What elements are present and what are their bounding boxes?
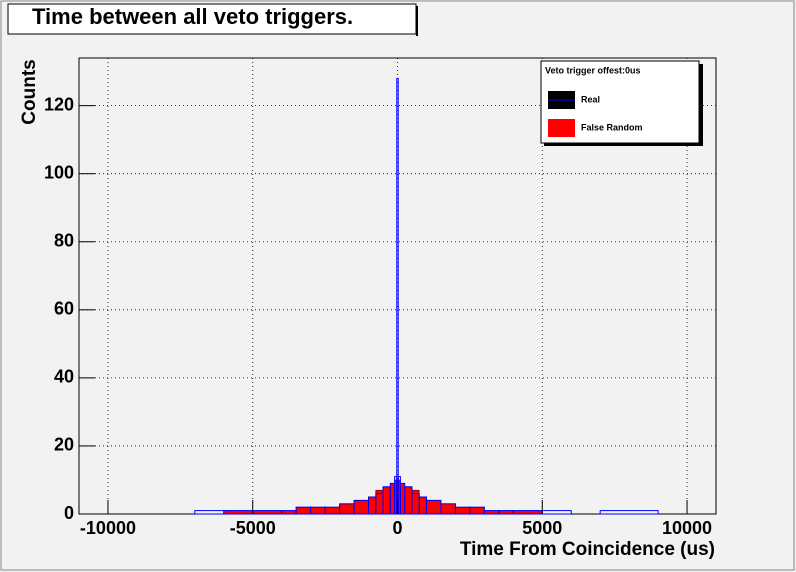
histogram-bar bbox=[599, 510, 659, 515]
plot-area bbox=[79, 58, 716, 515]
histogram-bar bbox=[400, 483, 405, 515]
legend-label: False Random bbox=[581, 122, 643, 132]
y-tick-label: 20 bbox=[54, 435, 74, 455]
histogram-bar bbox=[295, 506, 311, 515]
y-tick-label: 100 bbox=[44, 162, 74, 182]
histogram-bar bbox=[310, 506, 326, 515]
x-tick-label: -5000 bbox=[230, 518, 276, 538]
histogram-bar bbox=[404, 486, 413, 515]
histogram-bar bbox=[382, 486, 391, 515]
legend-label: Real bbox=[581, 94, 600, 104]
title-box bbox=[7, 3, 417, 35]
legend-title: Veto trigger offest:0us bbox=[545, 65, 641, 75]
histogram-bar bbox=[455, 506, 471, 515]
histogram-bar bbox=[281, 510, 297, 515]
x-axis-title: Time From Coincidence (us) bbox=[460, 539, 715, 560]
histogram-bar bbox=[353, 500, 369, 515]
histogram-bar bbox=[252, 510, 282, 515]
histogram-bar bbox=[223, 510, 253, 515]
x-tick-label: 0 bbox=[392, 518, 402, 538]
histogram-bar bbox=[484, 510, 500, 515]
x-tick-label: -10000 bbox=[80, 518, 136, 538]
chart-title: Time between all veto triggers. bbox=[32, 4, 353, 29]
y-tick-label: 120 bbox=[44, 94, 74, 114]
x-tick-label: 10000 bbox=[662, 518, 712, 538]
y-tick-label: 80 bbox=[54, 231, 74, 251]
histogram-bar bbox=[368, 496, 377, 515]
y-tick-label: 60 bbox=[54, 299, 74, 319]
histogram-bar bbox=[513, 510, 543, 515]
histogram-bar bbox=[324, 506, 340, 515]
histogram-bar bbox=[498, 510, 514, 515]
x-tick-label: 5000 bbox=[522, 518, 562, 538]
y-tick-label: 40 bbox=[54, 367, 74, 387]
legend: Veto trigger offest:0us Real False Random bbox=[540, 60, 703, 146]
histogram-bar bbox=[390, 483, 395, 515]
y-axis-title: Counts bbox=[19, 59, 40, 124]
histogram-bar bbox=[426, 500, 442, 515]
histogram-bar bbox=[440, 503, 456, 515]
y-tick-label: 0 bbox=[64, 503, 74, 523]
histogram-bar bbox=[469, 506, 485, 515]
histogram-bar bbox=[339, 503, 355, 515]
title-shadow bbox=[416, 6, 418, 36]
histogram-bar bbox=[418, 496, 427, 515]
